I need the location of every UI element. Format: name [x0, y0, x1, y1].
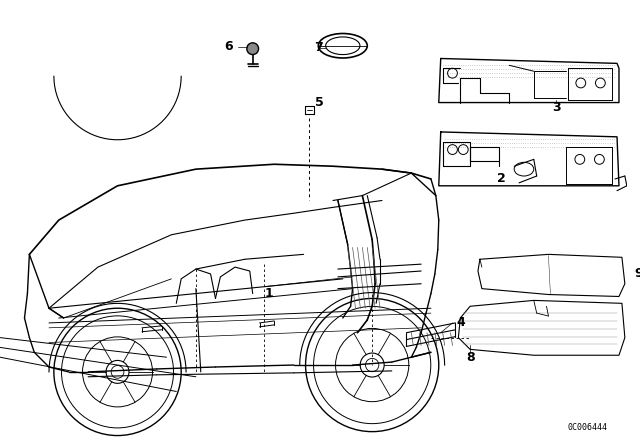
Text: 5: 5	[316, 96, 324, 109]
Text: 8: 8	[466, 351, 474, 364]
Text: 9: 9	[635, 267, 640, 280]
Text: 3: 3	[552, 101, 561, 114]
Circle shape	[106, 361, 129, 383]
Text: 7: 7	[314, 41, 323, 54]
Circle shape	[360, 353, 384, 377]
Text: 6: 6	[225, 40, 233, 53]
Text: 2: 2	[497, 172, 506, 185]
Circle shape	[247, 43, 259, 55]
Text: 4: 4	[456, 316, 465, 329]
Text: 1: 1	[265, 287, 274, 300]
Text: 0C006444: 0C006444	[567, 422, 607, 431]
